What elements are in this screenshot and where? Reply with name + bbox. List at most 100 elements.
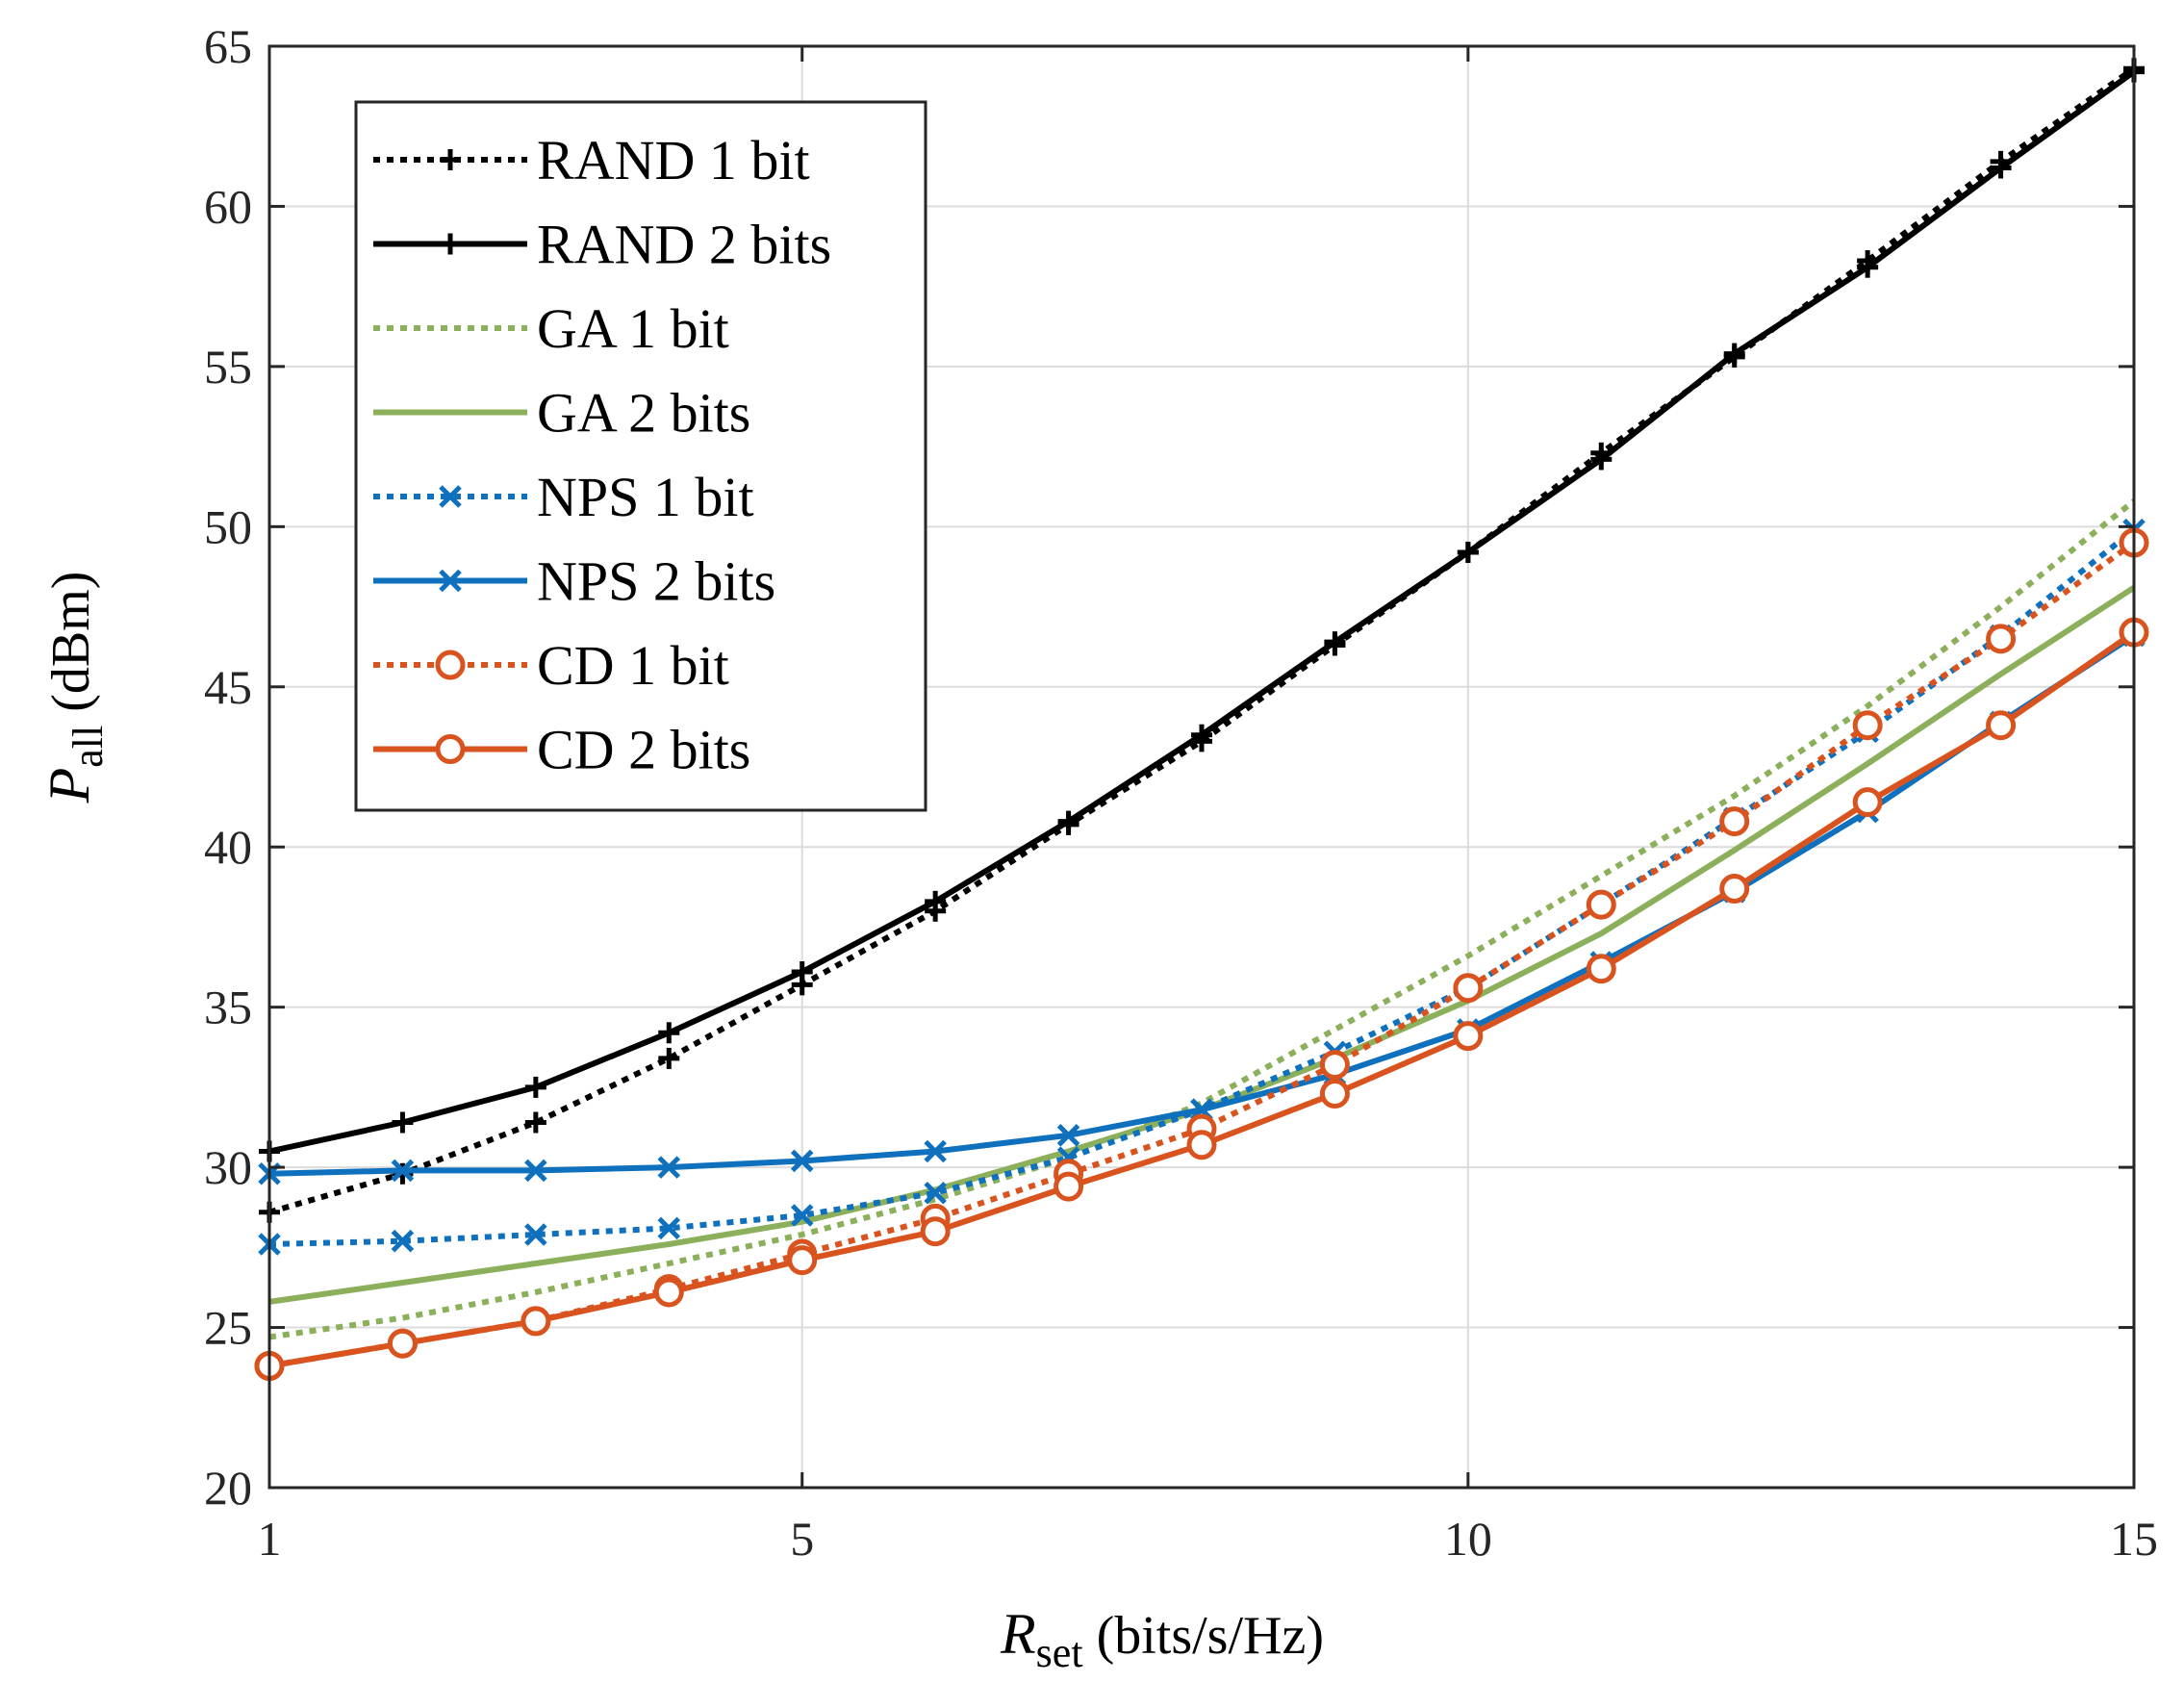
y-axis-label-unit: (dBm): [41, 572, 101, 726]
data-point-nps-1-bit: [657, 1216, 681, 1240]
data-point-rand-1-bit: [658, 1047, 680, 1069]
y-axis-label-main: P: [38, 768, 101, 804]
data-point-cd-2-bits: [1586, 954, 1616, 984]
legend-marker-cd-1-bit: [435, 650, 466, 680]
data-point-nps-2-bits: [790, 1149, 814, 1173]
x-axis-label-main: R: [1000, 1602, 1036, 1666]
data-point-cd-2-bits: [653, 1277, 684, 1308]
legend-label-ga-1-bit: GA 1 bit: [537, 297, 729, 360]
y-axis-label: Pall (dBm): [38, 572, 112, 804]
data-point-nps-2-bits-d2: [790, 1149, 814, 1173]
data-point-cd-2-bits: [787, 1245, 818, 1276]
data-point-cd-1-bit: [1719, 806, 1750, 837]
legend-label-ga-2-bits: GA 2 bits: [537, 382, 750, 445]
data-point-nps-1-bit-d2: [790, 1204, 814, 1227]
x-tick-label: 15: [2110, 1512, 2158, 1566]
data-point-rand-2-bits: [1457, 541, 1479, 563]
data-point-cd-2-bits: [521, 1306, 551, 1337]
data-point-nps-2-bits-d2: [924, 1139, 947, 1163]
legend-label-nps-2-bits: NPS 2 bits: [537, 550, 775, 613]
data-point-rand-2-bits: [791, 961, 813, 983]
legend-label-cd-2-bits: CD 2 bits: [537, 719, 750, 781]
legend-marker-nps-2-bits: [439, 569, 462, 593]
data-point-cd-1-bit: [1453, 973, 1484, 1004]
x-tick-label: 10: [1444, 1512, 1492, 1566]
data-point-rand-2-bits: [925, 890, 947, 912]
data-point-cd-1-bit: [1852, 710, 1883, 741]
legend-marker-rand-2-bits: [440, 233, 461, 255]
x-tick-label: 1: [258, 1512, 282, 1566]
data-point-nps-2-bits-d2: [524, 1159, 547, 1183]
legend-label-rand-2-bits: RAND 2 bits: [537, 214, 831, 276]
data-point-nps-1-bit: [524, 1223, 547, 1246]
y-axis-label-sub: all: [64, 726, 112, 768]
data-point-cd-2-bits: [1453, 1021, 1484, 1052]
data-point-nps-1-bit: [924, 1181, 947, 1205]
data-point-cd-1-bit: [1319, 1050, 1350, 1081]
data-point-rand-2-bits: [392, 1111, 414, 1134]
legend-label-rand-1-bit: RAND 1 bit: [537, 129, 810, 191]
y-tick-label: 30: [204, 1140, 252, 1194]
data-point-cd-2-bits: [1186, 1130, 1217, 1160]
y-tick-label: 65: [204, 19, 252, 73]
data-point-cd-2-bits: [1986, 710, 2017, 741]
legend-item-cd-2-bits: CD 2 bits: [373, 719, 750, 781]
series-cd-2-bits: [254, 617, 2149, 1382]
y-tick-label: 55: [204, 340, 252, 394]
x-tick-label: 5: [790, 1512, 814, 1566]
plot-frame: [267, 44, 2136, 1490]
data-point-nps-2-bits-d2: [657, 1156, 681, 1179]
data-point-cd-2-bits: [920, 1216, 951, 1247]
y-tick-label: 20: [204, 1461, 252, 1515]
series-line-ga-1-bit: [268, 498, 2136, 1340]
data-point-nps-1-bit: [391, 1229, 415, 1253]
data-point-rand-2-bits: [1191, 724, 1212, 746]
y-tick-label: 40: [204, 820, 252, 874]
data-point-cd-2-bits: [1054, 1171, 1084, 1202]
data-point-nps-2-bits: [391, 1159, 415, 1183]
data-point-rand-2-bits: [1857, 256, 1879, 278]
data-point-nps-2-bits-d2: [1056, 1124, 1080, 1147]
y-tick-label: 60: [204, 179, 252, 233]
data-point-cd-2-bits: [1852, 787, 1883, 818]
legend-label-cd-1-bit: CD 1 bit: [537, 634, 729, 697]
x-axis-label: Rset (bits/s/Hz): [1000, 1602, 1324, 1676]
data-point-rand-2-bits: [1990, 157, 2012, 179]
data-point-cd-2-bits: [1719, 873, 1750, 904]
legend-marker-nps-2-bits-d2: [439, 569, 462, 593]
data-point-cd-1-bit: [1986, 624, 2017, 654]
y-tick-label: 50: [204, 499, 252, 553]
legend-item-ga-2-bits: GA 2 bits: [373, 382, 750, 445]
data-point-nps-1-bit-d2: [924, 1181, 947, 1205]
data-point-nps-2-bits: [924, 1139, 947, 1163]
series-layer: [254, 58, 2149, 1382]
data-point-nps-1-bit: [790, 1204, 814, 1227]
data-point-nps-2-bits: [657, 1156, 681, 1179]
data-point-cd-2-bits: [387, 1328, 418, 1359]
data-point-rand-1-bit: [524, 1111, 546, 1134]
series-ga-1-bit: [268, 498, 2136, 1340]
legend-item-cd-1-bit: CD 1 bit: [373, 634, 729, 697]
legend-marker-cd-2-bits: [435, 734, 466, 764]
data-point-nps-2-bits: [1056, 1124, 1080, 1147]
legend: RAND 1 bit RAND 2 bits GA 1 bit GA 2 bits NP…: [354, 100, 927, 812]
legend-item-rand-1-bit: RAND 1 bit: [373, 129, 810, 191]
data-point-nps-2-bits-d2: [391, 1159, 415, 1183]
legend-item-nps-1-bit: NPS 1 bit: [373, 466, 754, 528]
legend-item-nps-2-bits: NPS 2 bits: [373, 550, 775, 613]
legend-marker-nps-1-bit-d2: [439, 485, 462, 508]
data-point-rand-2-bits: [658, 1022, 680, 1044]
x-axis-label-sub: set: [1036, 1629, 1083, 1676]
data-point-nps-1-bit-d2: [657, 1216, 681, 1240]
data-point-cd-2-bits: [1319, 1079, 1350, 1109]
legend-item-rand-2-bits: RAND 2 bits: [373, 214, 831, 276]
data-point-rand-2-bits: [1723, 343, 1745, 365]
data-point-nps-1-bit-d2: [524, 1223, 547, 1246]
data-point-rand-2-bits: [1324, 631, 1346, 653]
y-tick-label: 25: [204, 1301, 252, 1355]
data-point-rand-2-bits: [1590, 448, 1613, 471]
y-tick-label: 45: [204, 660, 252, 714]
